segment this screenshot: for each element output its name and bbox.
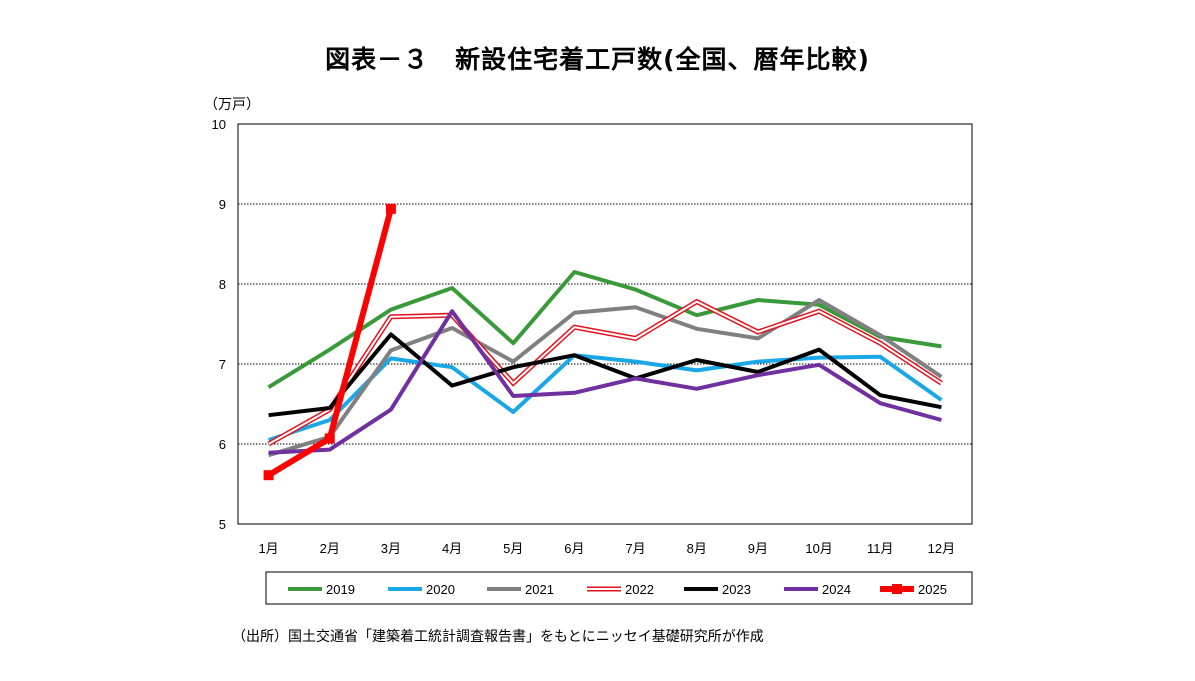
legend-label-2022: 2022 bbox=[625, 582, 654, 597]
x-tick-label: 11月 bbox=[867, 541, 894, 556]
y-tick-label: 7 bbox=[219, 357, 226, 372]
legend-label-2025: 2025 bbox=[918, 582, 947, 597]
data-point-2025 bbox=[263, 470, 274, 481]
x-tick-label: 3月 bbox=[381, 541, 401, 556]
chart-title: 図表－３ 新設住宅着工戸数(全国、暦年比較) bbox=[325, 45, 870, 74]
legend-label-2023: 2023 bbox=[722, 582, 751, 597]
y-axis-unit-label: （万戸） bbox=[204, 97, 260, 113]
x-tick-label: 8月 bbox=[687, 541, 707, 556]
legend-label-2019: 2019 bbox=[326, 582, 355, 597]
x-tick-label: 5月 bbox=[503, 541, 523, 556]
legend-label-2020: 2020 bbox=[426, 582, 455, 597]
series-line-2019 bbox=[267, 270, 942, 389]
x-tick-label: 6月 bbox=[564, 541, 584, 556]
x-tick-label: 7月 bbox=[625, 541, 645, 556]
x-tick-label: 4月 bbox=[442, 541, 462, 556]
data-point-2025 bbox=[324, 433, 335, 444]
data-point-2025 bbox=[385, 203, 396, 214]
x-tick-label: 2月 bbox=[320, 541, 340, 556]
x-tick-label: 9月 bbox=[748, 541, 768, 556]
plot-area bbox=[237, 123, 973, 525]
y-tick-label: 5 bbox=[219, 517, 226, 532]
y-tick-label: 9 bbox=[219, 197, 226, 212]
x-tick-label: 1月 bbox=[258, 541, 278, 556]
series-line-2021 bbox=[268, 298, 943, 458]
legend-marker-2025 bbox=[892, 584, 902, 594]
legend-label-2021: 2021 bbox=[525, 582, 554, 597]
y-tick-label: 6 bbox=[219, 437, 226, 452]
y-tick-label: 10 bbox=[212, 117, 226, 132]
x-tick-label: 10月 bbox=[805, 541, 832, 556]
series-line-2022-inner bbox=[268, 300, 942, 445]
source-note: （出所）国土交通省「建築着工統計調査報告書」をもとにニッセイ基礎研究所が作成 bbox=[232, 629, 764, 645]
x-tick-label: 12月 bbox=[928, 541, 955, 556]
series-line-2024 bbox=[268, 309, 942, 455]
series-line-2023 bbox=[268, 332, 942, 418]
legend-label-2024: 2024 bbox=[822, 582, 851, 597]
y-tick-label: 8 bbox=[219, 277, 226, 292]
